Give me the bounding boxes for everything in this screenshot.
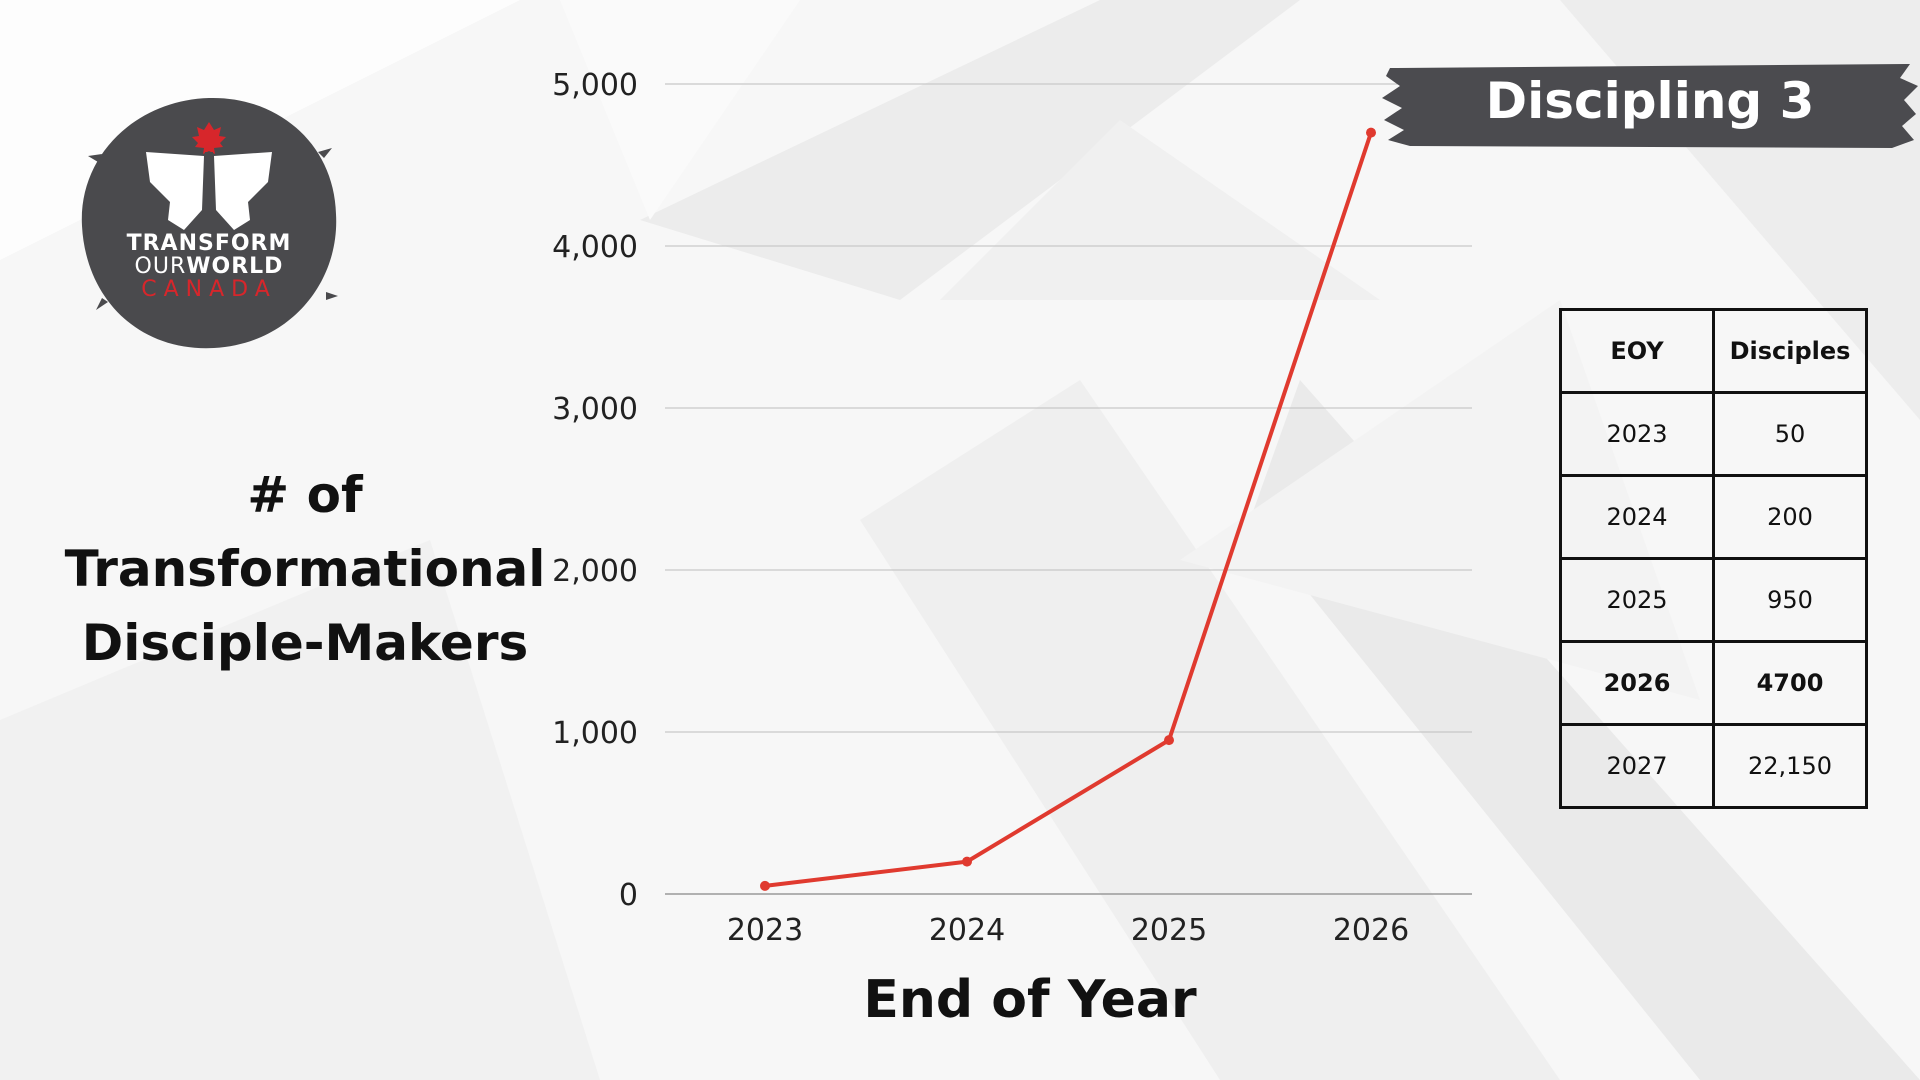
transform-our-world-canada-logo: TRANSFORM OURWORLD CANADA (78, 92, 340, 354)
data-table: EOY Disciples 2023 50 2024 200 2025 950 … (1559, 308, 1868, 809)
x-tick-label: 2025 (1131, 913, 1207, 948)
y-tick-label: 4,000 (552, 230, 638, 265)
series-layer (760, 127, 1376, 891)
table-header-row: EOY Disciples (1559, 308, 1868, 394)
y-tick-label: 0 (619, 878, 638, 913)
x-axis-label: End of Year (863, 970, 1197, 1030)
data-point (1366, 127, 1376, 138)
grid-lines (665, 83, 1472, 895)
cell-disciples: 4700 (1712, 640, 1868, 726)
x-tick-label: 2026 (1333, 913, 1409, 948)
cell-disciples: 50 (1712, 391, 1868, 477)
cell-year: 2023 (1559, 391, 1715, 477)
y-tick-label: 5,000 (552, 68, 638, 103)
cell-year: 2024 (1559, 474, 1715, 560)
table-row: 2023 50 (1559, 391, 1868, 477)
side-title-line-3: Disciple-Makers (81, 614, 529, 672)
y-tick-label: 1,000 (552, 716, 638, 751)
side-title: # of Transformational Disciple-Makers (60, 458, 550, 680)
maple-leaf-icon (192, 122, 226, 154)
y-tick-labels: 0 1,000 2,000 3,000 4,000 5,000 (552, 68, 638, 913)
cell-disciples: 950 (1712, 557, 1868, 643)
logo-line-our-world: OURWORLD (78, 254, 340, 279)
cell-year: 2027 (1559, 723, 1715, 809)
badge-label: Discipling 3 (1485, 72, 1815, 130)
cell-disciples: 22,150 (1712, 723, 1868, 809)
butterfly-icon (146, 152, 272, 230)
table-row-highlighted: 2026 4700 (1559, 640, 1868, 726)
side-title-line-2: Transformational (64, 540, 546, 598)
logo-word-world: WORLD (186, 254, 284, 279)
x-tick-label: 2023 (727, 913, 803, 948)
data-point (760, 880, 770, 891)
header-disciples: Disciples (1712, 308, 1868, 394)
data-point (962, 856, 972, 867)
y-tick-label: 3,000 (552, 392, 638, 427)
x-tick-labels: 2023 2024 2025 2026 (727, 913, 1409, 948)
cell-year: 2025 (1559, 557, 1715, 643)
logo-word-our: OUR (134, 254, 187, 279)
header-eoy: EOY (1559, 308, 1715, 394)
data-point (1164, 735, 1174, 746)
x-tick-label: 2024 (929, 913, 1005, 948)
table-row: 2025 950 (1559, 557, 1868, 643)
logo-emblem (81, 97, 338, 349)
side-title-line-1: # of (247, 466, 363, 524)
logo-line-transform: TRANSFORM (126, 231, 292, 256)
discipling-badge: Discipling 3 (1380, 60, 1920, 152)
table-row: 2027 22,150 (1559, 723, 1868, 809)
logo-line-canada: CANADA (141, 277, 277, 302)
cell-year: 2026 (1559, 640, 1715, 726)
y-tick-label: 2,000 (552, 554, 638, 589)
cell-disciples: 200 (1712, 474, 1868, 560)
series-line (764, 131, 1373, 888)
brush-stroke-shape (1382, 64, 1918, 148)
table-row: 2024 200 (1559, 474, 1868, 560)
